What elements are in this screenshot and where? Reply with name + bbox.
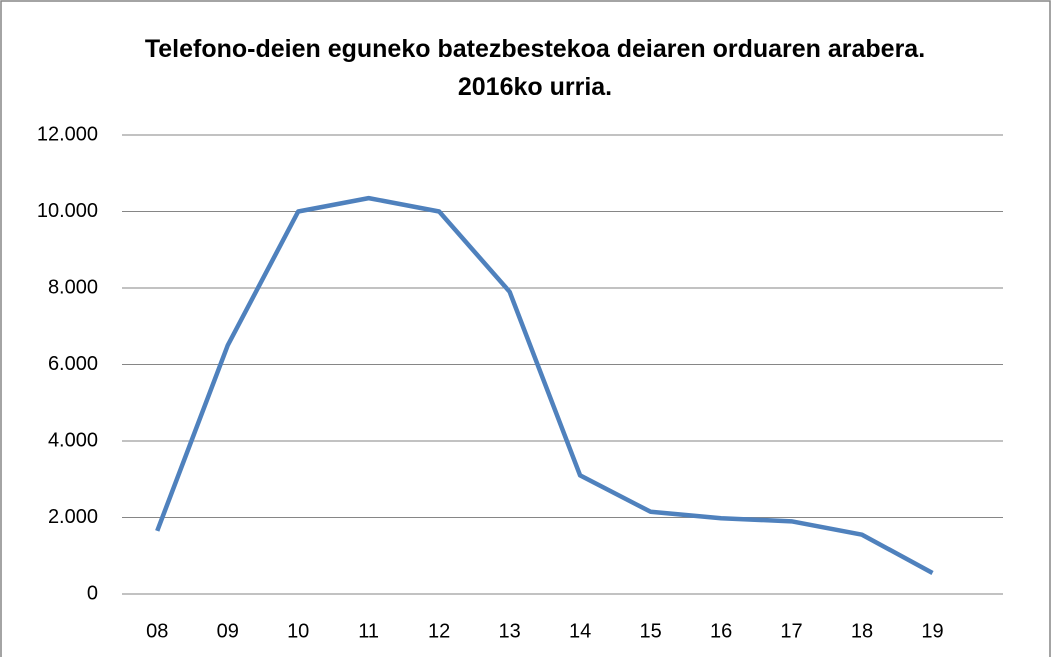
y-tick-label: 6.000 (48, 353, 98, 375)
x-tick-label: 15 (639, 620, 661, 642)
y-tick-label: 4.000 (48, 429, 98, 451)
x-tick-label: 11 (358, 620, 379, 642)
x-tick-label: 18 (851, 620, 873, 642)
y-tick-label: 12.000 (37, 123, 98, 145)
x-tick-label: 17 (780, 620, 802, 642)
x-tick-label: 13 (499, 620, 521, 642)
chart-title: Telefono-deien eguneko batezbestekoa dei… (144, 35, 926, 101)
y-tick-label: 8.000 (48, 276, 98, 298)
x-tick-label: 12 (428, 620, 450, 642)
y-tick-label: 2.000 (48, 506, 98, 528)
data-line (155, 195, 934, 575)
x-tick-label: 14 (569, 620, 591, 642)
y-tick-label: 0 (87, 582, 98, 604)
x-tick-label: 10 (287, 620, 309, 642)
x-tick-label: 19 (921, 620, 943, 642)
y-tick-label: 10.000 (37, 200, 98, 222)
x-tick-label: 08 (146, 620, 168, 642)
x-tick-label: 16 (710, 620, 732, 642)
x-tick-label: 09 (217, 620, 239, 642)
